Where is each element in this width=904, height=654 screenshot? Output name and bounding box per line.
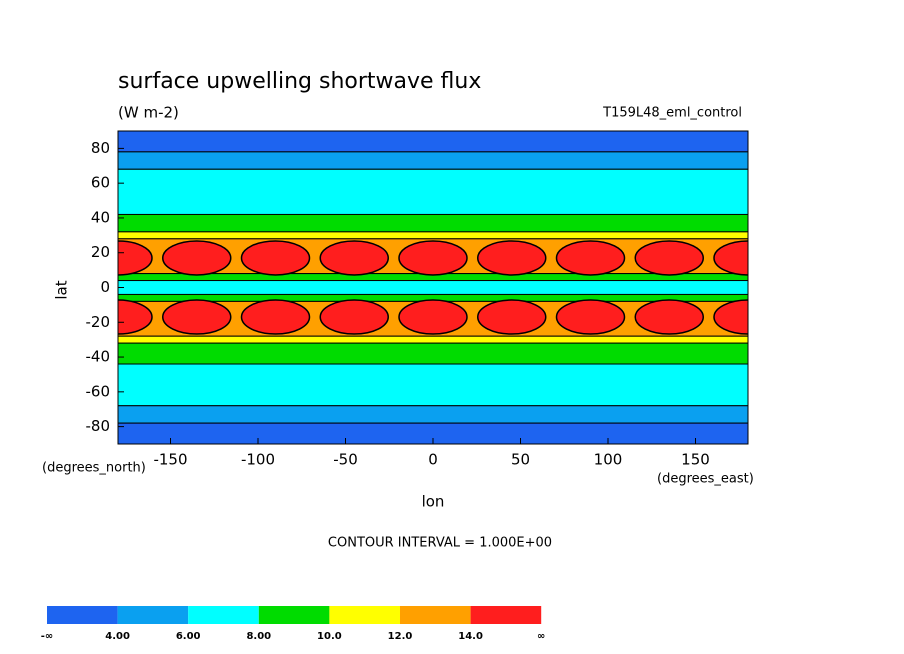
- colorbar-box: [188, 606, 259, 624]
- x-axis-label: lon: [422, 493, 445, 511]
- footnote: CONTOUR INTERVAL = 1.000E+00: [328, 536, 552, 551]
- contour-band: [117, 363, 749, 407]
- contour-cell: [398, 240, 468, 276]
- contour-band: [117, 168, 749, 215]
- contour-band: [117, 405, 749, 424]
- y-tick-label: -20: [86, 313, 111, 331]
- contour-cell: [162, 299, 232, 335]
- colorbar-label: 14.0: [458, 631, 483, 642]
- contour-band: [117, 335, 749, 344]
- colorbar-label: 12.0: [388, 631, 413, 642]
- contour-cell: [398, 299, 468, 335]
- subtitle: (W m-2): [118, 104, 179, 122]
- colorbar-box: [470, 606, 542, 624]
- contour-band: [117, 280, 749, 295]
- x-tick-label: -50: [333, 451, 358, 469]
- contour-cell: [477, 299, 547, 335]
- contour-cell: [555, 240, 626, 276]
- contour-band: [117, 130, 749, 153]
- colorbar-label: 10.0: [317, 631, 342, 642]
- x-tick-label: 50: [511, 451, 530, 469]
- y-axis-label: lat: [53, 280, 71, 299]
- contour-cell: [319, 240, 389, 276]
- y-tick-label: -60: [86, 382, 111, 400]
- colorbar-label: -∞: [41, 631, 53, 642]
- x-tick-label: 0: [428, 451, 438, 469]
- annotation: T159L48_eml_control: [602, 106, 742, 121]
- y-tick-label: 20: [91, 243, 110, 261]
- contour-cell: [555, 299, 626, 335]
- contour-cell: [634, 240, 704, 276]
- y-tick-label: -80: [86, 417, 111, 435]
- contour-cell: [118, 299, 153, 335]
- chart-title: surface upwelling shortwave flux: [118, 69, 481, 94]
- x-tick-label: 100: [594, 451, 623, 469]
- y-tick-label: 0: [100, 278, 110, 296]
- y-tick-label: -40: [86, 348, 111, 366]
- contour-cell: [118, 240, 153, 276]
- contour-cell: [240, 240, 311, 276]
- colorbar-label: 8.00: [246, 631, 271, 642]
- colorbar-box: [47, 606, 118, 624]
- contour-cell: [634, 299, 704, 335]
- contour-cell: [319, 299, 389, 335]
- contour-band: [117, 231, 749, 240]
- y-tick-label: 40: [91, 208, 110, 226]
- y-tick-label: 60: [91, 174, 110, 192]
- colorbar-box: [117, 606, 189, 624]
- contour-band: [117, 213, 749, 233]
- x-tick-label: -150: [153, 451, 187, 469]
- x-tick-label: -100: [241, 451, 275, 469]
- contour-cell: [240, 299, 311, 335]
- contour-cell: [162, 240, 232, 276]
- colorbar-label: 6.00: [176, 631, 201, 642]
- y-tick-label: 80: [91, 139, 110, 157]
- contour-cell: [713, 299, 748, 335]
- contour-band: [117, 151, 749, 170]
- contour-cell: [713, 240, 748, 276]
- colorbar-label: 4.00: [105, 631, 130, 642]
- x-units: (degrees_east): [657, 472, 754, 487]
- x-tick-label: 150: [681, 451, 710, 469]
- y-units: (degrees_north): [42, 461, 146, 476]
- colorbar-box: [329, 606, 400, 624]
- colorbar-box: [400, 606, 471, 624]
- contour-cell: [477, 240, 547, 276]
- contour-band: [117, 342, 749, 365]
- colorbar-label: ∞: [537, 631, 545, 642]
- colorbar-box: [258, 606, 330, 624]
